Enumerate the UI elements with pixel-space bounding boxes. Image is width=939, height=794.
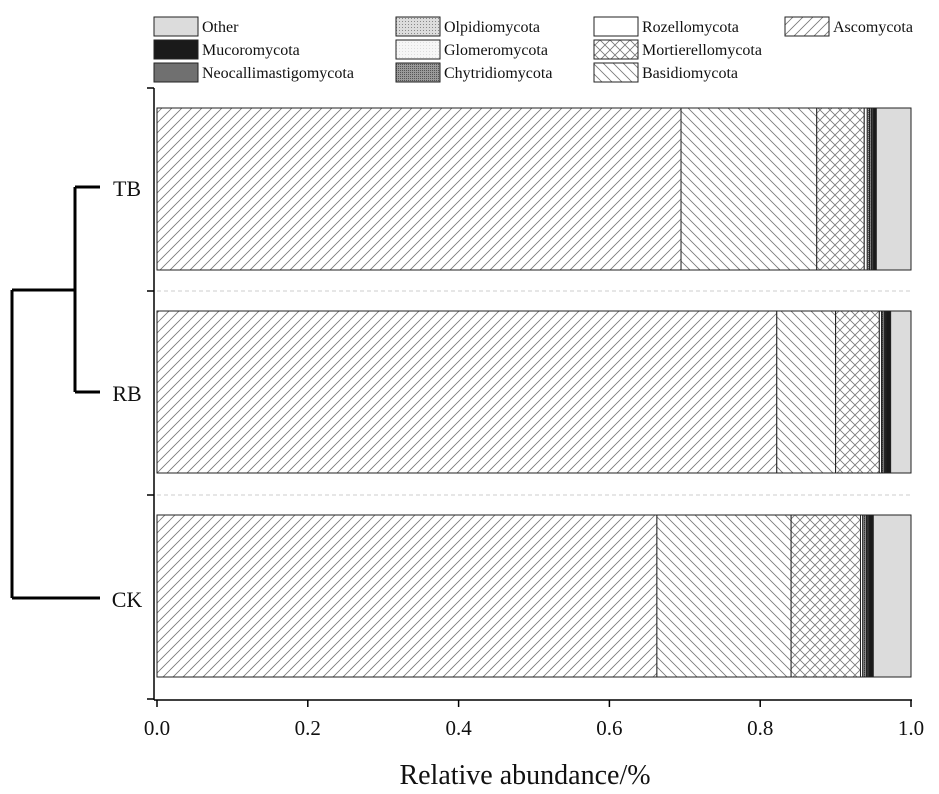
legend-label-mucoromycota: Mucoromycota [202,42,300,59]
plot-axes [147,87,912,701]
legend-swatch-other [153,16,199,37]
bar-tb-other [875,107,912,271]
legend-label-basidiomycota: Basidiomycota [642,65,738,82]
bar-tb-mortierellomycota [816,107,865,271]
dendrogram [10,185,100,600]
x-tick-label: 0.6 [596,716,622,740]
bar-ck-basidiomycota [656,514,792,678]
x-tick-label: 0.2 [295,716,321,740]
x-tick-label: 1.0 [898,716,924,740]
bar-ck-other [872,514,912,678]
legend-swatch-olpidiomycota [395,16,441,37]
legend-label-olpidiomycota: Olpidiomycota [444,19,540,36]
sample-label-tb: TB [113,176,141,201]
legend: Other Olpidiomycota Rozellomycota Ascomycot… [153,16,913,83]
legend-label-rozellomycota: Rozellomycota [642,19,739,36]
legend-label-mortierellomycota: Mortierellomycota [642,42,762,59]
bar-rb-ascomycota [156,310,778,474]
x-axis-ticks: 0.0 0.2 0.4 0.6 0.8 1.0 [144,700,924,740]
legend-swatch-basidiomycota [593,62,639,83]
legend-label-ascomycota: Ascomycota [833,19,913,36]
legend-swatch-ascomycota [784,16,830,37]
legend-label-neocallimastigomycota: Neocallimastigomycota [202,65,354,82]
sample-label-ck: CK [112,587,143,612]
legend-label-other: Other [202,19,239,36]
bar-rb-other [890,310,912,474]
bar-rb-mortierellomycota [835,310,880,474]
sample-label-rb: RB [112,381,141,406]
legend-label-glomeromycota: Glomeromycota [444,42,548,59]
x-tick-label: 0.8 [747,716,773,740]
bar-rb-mucoromycota [885,310,892,474]
bar-ck-mortierellomycota [790,514,861,678]
x-tick-label: 0.4 [445,716,472,740]
x-tick-label: 0.0 [144,716,170,740]
bars-group [156,107,912,678]
bar-rb-basidiomycota [776,310,837,474]
legend-swatch-neocallimastigomycota [153,62,199,83]
legend-swatch-rozellomycota [593,16,639,37]
legend-label-chytridiomycota: Chytridiomycota [444,65,552,82]
legend-swatch-chytridiomycota [395,62,441,83]
legend-swatch-mortierellomycota [593,39,639,60]
legend-swatch-glomeromycota [395,39,441,60]
bar-ck-mucoromycota [868,514,874,678]
bar-tb-basidiomycota [680,107,818,271]
bar-ck-ascomycota [156,514,658,678]
sample-labels: TB RB CK [112,176,143,612]
legend-swatch-mucoromycota [153,39,199,60]
x-axis-title: Relative abundance/% [399,760,650,791]
bar-tb-ascomycota [156,107,682,271]
